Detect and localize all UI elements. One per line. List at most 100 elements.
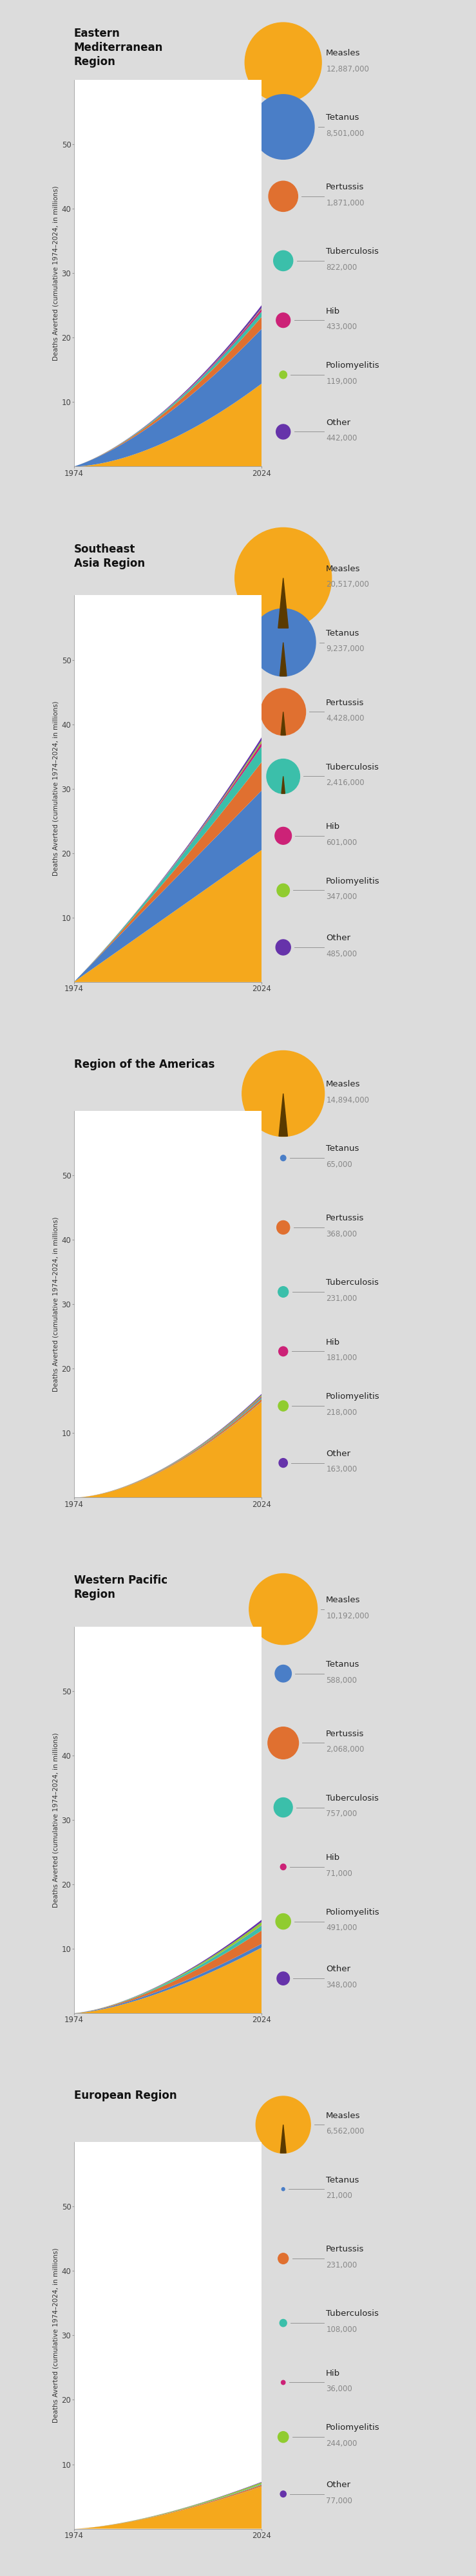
- Text: 8,501,000: 8,501,000: [326, 129, 364, 137]
- Polygon shape: [280, 641, 287, 675]
- Ellipse shape: [278, 1285, 288, 1298]
- Polygon shape: [281, 775, 285, 793]
- Text: 14,894,000: 14,894,000: [326, 1095, 369, 1105]
- Text: 485,000: 485,000: [326, 951, 357, 958]
- Text: 6,562,000: 6,562,000: [326, 2128, 365, 2136]
- Ellipse shape: [276, 940, 291, 956]
- Ellipse shape: [278, 1347, 288, 1355]
- Text: Pertussis: Pertussis: [326, 1213, 364, 1224]
- Ellipse shape: [245, 23, 321, 103]
- Text: Pertussis: Pertussis: [326, 698, 364, 706]
- Text: 2,416,000: 2,416,000: [326, 778, 365, 788]
- Ellipse shape: [278, 1401, 288, 1412]
- Text: 231,000: 231,000: [326, 1293, 357, 1303]
- Ellipse shape: [279, 1458, 288, 1468]
- Text: 348,000: 348,000: [326, 1981, 357, 1989]
- Text: Tuberculosis: Tuberculosis: [326, 1278, 379, 1288]
- Ellipse shape: [276, 1914, 291, 1929]
- Text: 9,237,000: 9,237,000: [326, 644, 365, 654]
- Ellipse shape: [278, 2432, 288, 2442]
- Text: 65,000: 65,000: [326, 1162, 352, 1170]
- Text: 108,000: 108,000: [326, 2326, 357, 2334]
- Text: Measles: Measles: [326, 1079, 360, 1090]
- Text: Other: Other: [326, 935, 350, 943]
- Polygon shape: [278, 577, 288, 629]
- Ellipse shape: [251, 608, 316, 677]
- Text: Tetanus: Tetanus: [326, 1662, 359, 1669]
- Ellipse shape: [280, 1865, 286, 1870]
- Text: Region of the Americas: Region of the Americas: [74, 1059, 215, 1072]
- Text: 491,000: 491,000: [326, 1924, 357, 1932]
- Ellipse shape: [282, 2187, 285, 2190]
- Text: 4,428,000: 4,428,000: [326, 714, 365, 724]
- Text: Poliomyelitis: Poliomyelitis: [326, 1394, 380, 1401]
- Text: 218,000: 218,000: [326, 1409, 357, 1417]
- Text: 433,000: 433,000: [326, 322, 357, 332]
- Text: 20,517,000: 20,517,000: [326, 580, 369, 590]
- Ellipse shape: [280, 2318, 287, 2326]
- Text: 10,192,000: 10,192,000: [326, 1613, 369, 1620]
- Ellipse shape: [277, 884, 289, 896]
- Text: Eastern
Mediterranean
Region: Eastern Mediterranean Region: [74, 28, 163, 67]
- Text: Hib: Hib: [326, 822, 340, 832]
- Ellipse shape: [281, 2380, 285, 2385]
- Text: 368,000: 368,000: [326, 1229, 357, 1239]
- Text: Poliomyelitis: Poliomyelitis: [326, 361, 380, 371]
- Text: Tuberculosis: Tuberculosis: [326, 247, 379, 255]
- Text: 822,000: 822,000: [326, 263, 357, 270]
- Text: Tetanus: Tetanus: [326, 1144, 359, 1154]
- Ellipse shape: [276, 425, 290, 438]
- Ellipse shape: [252, 95, 314, 160]
- Text: Pertussis: Pertussis: [326, 2246, 364, 2254]
- Text: 588,000: 588,000: [326, 1677, 357, 1685]
- Text: Other: Other: [326, 1450, 350, 1458]
- Ellipse shape: [277, 1971, 289, 1986]
- Text: 163,000: 163,000: [326, 1466, 357, 1473]
- Ellipse shape: [235, 528, 331, 629]
- Ellipse shape: [275, 1664, 291, 1682]
- Text: 36,000: 36,000: [326, 2385, 352, 2393]
- Text: 442,000: 442,000: [326, 435, 357, 443]
- Text: Poliomyelitis: Poliomyelitis: [326, 2424, 380, 2432]
- Text: Hib: Hib: [326, 1337, 340, 1347]
- Ellipse shape: [268, 1726, 298, 1759]
- Text: Western Pacific
Region: Western Pacific Region: [74, 1574, 167, 1600]
- Polygon shape: [281, 711, 286, 734]
- Text: 71,000: 71,000: [326, 1870, 352, 1878]
- Text: Tetanus: Tetanus: [326, 629, 359, 636]
- Text: Measles: Measles: [326, 2112, 360, 2120]
- Ellipse shape: [280, 2491, 286, 2496]
- Text: Measles: Measles: [326, 1595, 360, 1605]
- Ellipse shape: [256, 2097, 310, 2154]
- Text: 757,000: 757,000: [326, 1811, 357, 1819]
- Text: Tuberculosis: Tuberculosis: [326, 1793, 379, 1803]
- Ellipse shape: [279, 371, 287, 379]
- Text: Tetanus: Tetanus: [326, 2177, 359, 2184]
- Text: 231,000: 231,000: [326, 2262, 357, 2269]
- Ellipse shape: [277, 1221, 290, 1234]
- Polygon shape: [280, 2125, 286, 2154]
- Ellipse shape: [267, 760, 300, 793]
- Ellipse shape: [249, 1574, 317, 1643]
- Text: 181,000: 181,000: [326, 1355, 357, 1363]
- Text: 244,000: 244,000: [326, 2439, 357, 2447]
- Ellipse shape: [242, 1051, 324, 1136]
- Text: Hib: Hib: [326, 1855, 340, 1862]
- Text: Pertussis: Pertussis: [326, 1728, 364, 1739]
- Text: 347,000: 347,000: [326, 894, 357, 902]
- Text: 1,871,000: 1,871,000: [326, 198, 365, 206]
- Text: Measles: Measles: [326, 49, 360, 57]
- Ellipse shape: [274, 250, 293, 270]
- Ellipse shape: [261, 688, 306, 734]
- Text: Tuberculosis: Tuberculosis: [326, 762, 379, 770]
- Text: Hib: Hib: [326, 307, 340, 314]
- Text: 77,000: 77,000: [326, 2496, 352, 2504]
- Text: Poliomyelitis: Poliomyelitis: [326, 1909, 380, 1917]
- Text: Hib: Hib: [326, 2370, 340, 2378]
- Ellipse shape: [274, 1798, 292, 1816]
- Text: 21,000: 21,000: [326, 2192, 352, 2200]
- Text: Other: Other: [326, 2481, 350, 2488]
- Text: European Region: European Region: [74, 2089, 177, 2102]
- Ellipse shape: [278, 2254, 288, 2264]
- Text: 119,000: 119,000: [326, 376, 357, 386]
